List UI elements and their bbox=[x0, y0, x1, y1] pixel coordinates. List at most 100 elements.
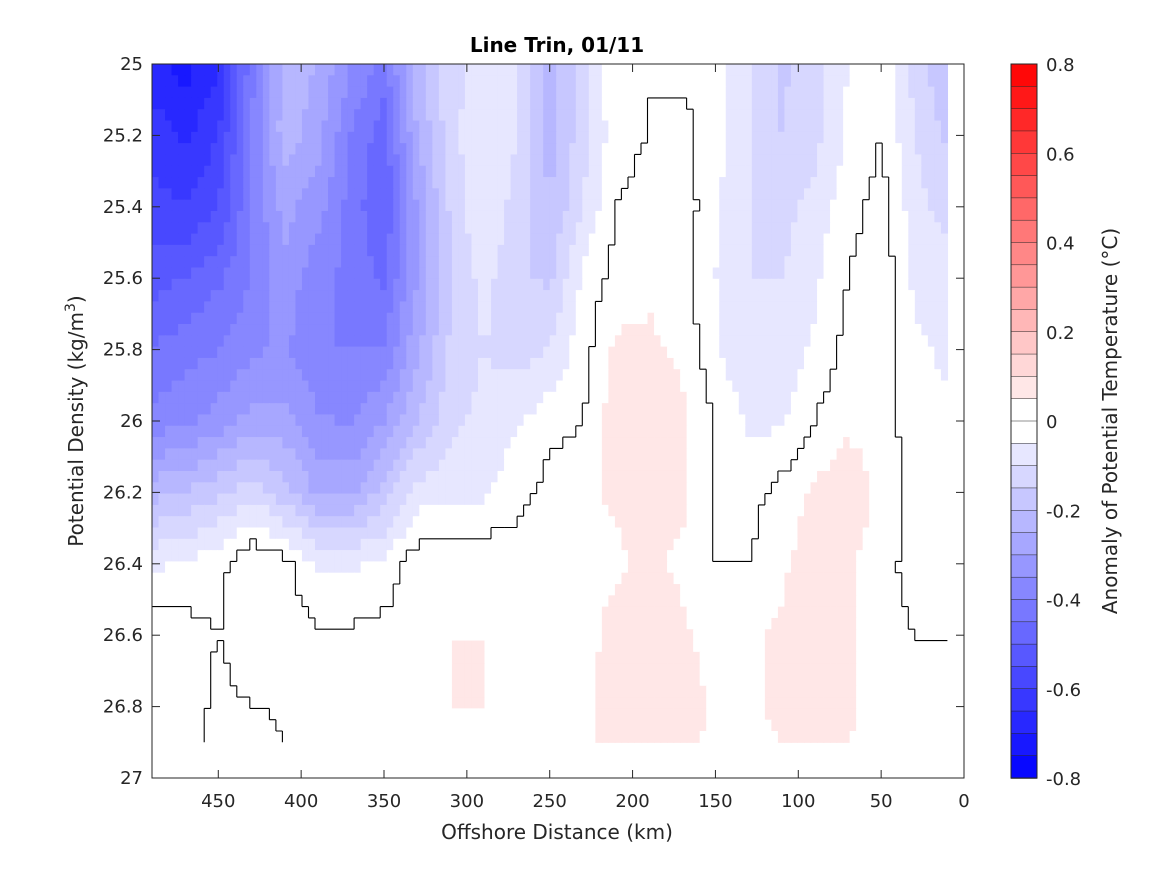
contour-cell bbox=[543, 143, 551, 156]
contour-cell bbox=[478, 470, 486, 483]
contour-cell bbox=[360, 448, 368, 461]
contour-cell bbox=[901, 324, 909, 336]
contour-cell bbox=[275, 482, 283, 495]
contour-cell bbox=[230, 301, 238, 314]
contour-cell bbox=[197, 97, 205, 110]
contour-cell bbox=[412, 414, 420, 427]
contour-cell bbox=[856, 459, 864, 472]
contour-cell bbox=[699, 312, 707, 325]
contour-cell bbox=[888, 210, 896, 223]
contour-cell bbox=[627, 324, 636, 336]
contour-cell bbox=[934, 75, 942, 88]
contour-cell bbox=[621, 120, 629, 133]
contour-cell bbox=[699, 459, 707, 472]
contour-cell bbox=[627, 357, 636, 370]
contour-cell bbox=[862, 414, 870, 427]
contour-cell bbox=[360, 177, 368, 189]
contour-cell bbox=[719, 75, 727, 88]
contour-cell bbox=[582, 369, 590, 382]
contour-cell bbox=[927, 109, 935, 122]
contour-cell bbox=[732, 493, 740, 506]
contour-cell bbox=[784, 244, 792, 257]
contour-cell bbox=[386, 493, 394, 506]
contour-cell bbox=[184, 357, 192, 370]
contour-cell bbox=[621, 143, 629, 156]
contour-cell bbox=[249, 324, 257, 336]
contour-cell bbox=[790, 97, 799, 110]
contour-cell bbox=[895, 86, 903, 99]
contour-cell bbox=[478, 131, 486, 144]
contour-cell bbox=[680, 120, 688, 133]
contour-cell bbox=[464, 437, 473, 449]
contour-cell bbox=[223, 199, 231, 212]
contour-cell bbox=[301, 482, 310, 495]
contour-cell bbox=[217, 188, 225, 201]
contour-cell bbox=[451, 222, 460, 235]
contour-cell bbox=[451, 425, 460, 438]
contour-cell bbox=[484, 199, 492, 212]
contour-cell bbox=[158, 210, 166, 223]
contour-cell bbox=[321, 64, 329, 76]
contour-cell bbox=[875, 64, 883, 76]
contour-cell bbox=[517, 177, 525, 189]
contour-cell bbox=[784, 425, 792, 438]
contour-cell bbox=[347, 459, 355, 472]
contour-cell bbox=[706, 86, 714, 99]
contour-cell bbox=[621, 109, 629, 122]
contour-cell bbox=[256, 210, 264, 223]
contour-cell bbox=[895, 459, 903, 472]
contour-cell bbox=[367, 335, 375, 348]
contour-cell bbox=[836, 357, 844, 370]
contour-cell bbox=[165, 177, 173, 189]
contour-cell bbox=[810, 391, 818, 404]
contour-cell bbox=[823, 391, 831, 404]
contour-cell bbox=[158, 324, 166, 336]
contour-cell bbox=[249, 177, 257, 189]
contour-cell bbox=[282, 131, 290, 144]
contour-cell bbox=[360, 324, 368, 336]
contour-cell bbox=[914, 346, 922, 359]
contour-cell bbox=[849, 278, 857, 291]
contour-cell bbox=[230, 346, 238, 359]
contour-cell bbox=[171, 177, 179, 189]
contour-cell bbox=[575, 403, 583, 416]
contour-cell bbox=[406, 403, 414, 416]
contour-cell bbox=[686, 301, 694, 314]
contour-cell bbox=[491, 391, 499, 404]
contour-cell bbox=[249, 380, 257, 393]
contour-cell bbox=[751, 380, 759, 393]
contour-cell bbox=[536, 120, 544, 133]
contour-cell bbox=[471, 346, 479, 359]
contour-cell bbox=[569, 380, 577, 393]
contour-cell bbox=[412, 97, 420, 110]
contour-cell bbox=[673, 143, 681, 156]
contour-cell bbox=[673, 267, 681, 280]
contour-cell bbox=[875, 267, 883, 280]
contour-cell bbox=[797, 448, 805, 461]
contour-cell bbox=[732, 357, 740, 370]
contour-cell bbox=[556, 380, 564, 393]
contour-cell bbox=[908, 210, 916, 223]
contour-cell bbox=[588, 324, 596, 336]
contour-cell bbox=[719, 459, 727, 472]
contour-cell bbox=[680, 154, 688, 167]
contour-cell bbox=[334, 369, 342, 382]
contour-cell bbox=[321, 267, 329, 280]
contour-cell bbox=[895, 516, 903, 529]
contour-cell bbox=[530, 493, 538, 506]
contour-cell bbox=[471, 425, 479, 438]
contour-cell bbox=[882, 75, 890, 88]
contour-cell bbox=[810, 165, 818, 178]
contour-cell bbox=[301, 425, 310, 438]
contour-cell bbox=[803, 188, 812, 201]
contour-cell bbox=[797, 369, 805, 382]
contour-cell bbox=[165, 278, 173, 291]
contour-cell bbox=[836, 222, 844, 235]
contour-cell bbox=[751, 493, 759, 506]
contour-cell bbox=[210, 233, 218, 246]
contour-cell bbox=[517, 154, 525, 167]
contour-cell bbox=[875, 210, 883, 223]
contour-cell bbox=[315, 131, 323, 144]
contour-cell bbox=[373, 188, 381, 201]
contour-cell bbox=[315, 233, 323, 246]
